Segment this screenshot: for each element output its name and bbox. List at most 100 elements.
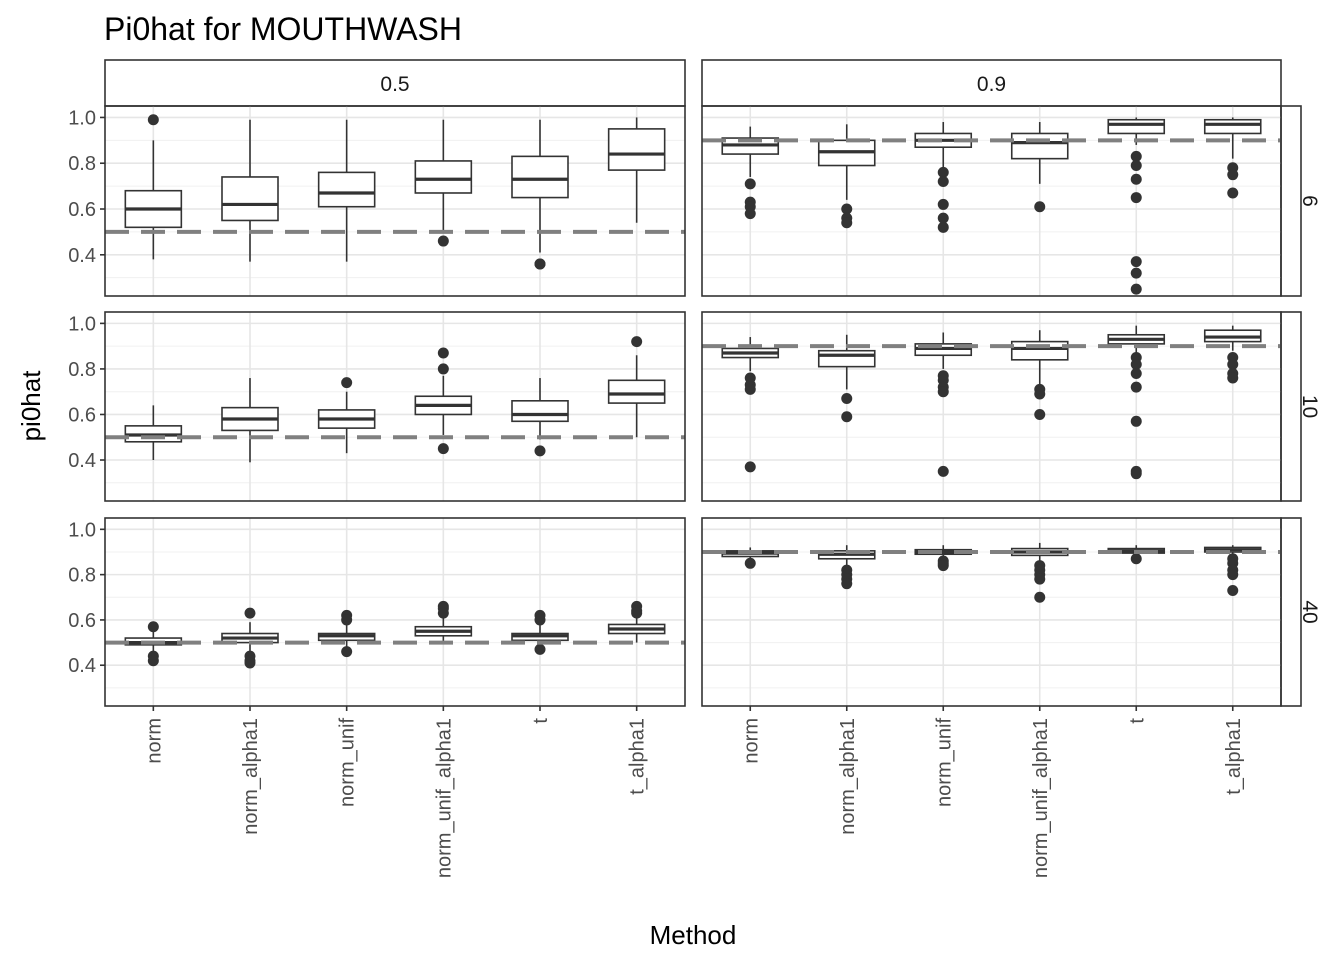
y-tick-label: 0.6: [68, 610, 96, 632]
outlier-point: [1034, 573, 1046, 585]
panel-border: [104, 517, 686, 707]
x-tick-label: norm_alpha1: [240, 718, 262, 835]
box: [1107, 118, 1166, 135]
outlier-point: [841, 393, 853, 405]
facet-row-label: 40: [1298, 600, 1321, 623]
outlier-point: [744, 383, 756, 395]
panel-border: [701, 517, 1282, 707]
x-tick-label: t: [530, 718, 552, 724]
y-tick-label: 0.4: [68, 450, 96, 472]
facet-col-label: 0.5: [380, 73, 409, 96]
outlier-point: [937, 166, 949, 178]
outlier-point: [147, 655, 159, 667]
outlier-point: [1227, 358, 1239, 370]
facet-panel: 0.4 0.6 0.8 1.0: [68, 311, 686, 502]
facet-row-label: 10: [1298, 395, 1321, 418]
outlier-point: [937, 198, 949, 210]
outlier-point: [147, 114, 159, 126]
outlier-point: [244, 657, 256, 669]
outlier-point: [841, 217, 853, 229]
facet-panel: norm norm_alpha1 norm_unif norm_unif_alpha1…: [701, 517, 1282, 878]
x-tick-label: norm_unif: [337, 718, 359, 807]
outlier-point: [1130, 553, 1142, 565]
x-tick-label: t_alpha1: [627, 718, 649, 795]
outlier-point: [1130, 415, 1142, 427]
facet-strip-row: [1280, 517, 1302, 707]
outlier-point: [341, 614, 353, 626]
outlier-point: [1034, 591, 1046, 603]
y-tick-label: 0.8: [68, 359, 96, 381]
x-tick-label: norm_alpha1: [837, 718, 859, 835]
facet-strip-col: [701, 59, 1282, 107]
outlier-point: [1034, 408, 1046, 420]
outlier-point: [1130, 160, 1142, 172]
outlier-point: [744, 461, 756, 473]
x-tick-label: t: [1126, 718, 1148, 724]
outlier-point: [841, 411, 853, 423]
box: [511, 400, 569, 423]
y-axis-label: pi0hat: [16, 370, 46, 442]
outlier-point: [1130, 173, 1142, 185]
outlier-point: [744, 557, 756, 569]
y-tick-label: 0.4: [68, 655, 96, 677]
outlier-point: [341, 646, 353, 658]
box: [1010, 340, 1069, 361]
outlier-point: [437, 363, 449, 375]
box: [607, 379, 666, 404]
facet-col-label: 0.9: [977, 73, 1006, 96]
outlier-point: [937, 560, 949, 572]
x-tick-label: norm_unif_alpha1: [433, 718, 455, 878]
x-tick-label: t_alpha1: [1223, 718, 1245, 795]
outlier-point: [1130, 358, 1142, 370]
outlier-point: [937, 221, 949, 233]
facet-strip-row: [1280, 105, 1302, 297]
box: [414, 160, 473, 194]
outlier-point: [631, 607, 643, 619]
facet-panel: 0.4 0.6 0.8 1.0: [68, 105, 686, 297]
facet-strip-row: [1280, 311, 1302, 502]
outlier-point: [1130, 468, 1142, 480]
y-tick-label: 0.6: [68, 404, 96, 426]
y-tick-label: 0.6: [68, 199, 96, 221]
facet-panel: 0.4 0.6 0.8 1.0 norm norm_alpha1 norm_unif norm…: [68, 517, 686, 878]
x-axis-label: Method: [650, 920, 737, 950]
outlier-point: [631, 336, 643, 348]
outlier-point: [937, 465, 949, 477]
panel-border: [104, 311, 686, 502]
outlier-point: [1227, 569, 1239, 581]
x-tick-label: norm_unif: [933, 718, 955, 807]
outlier-point: [1227, 187, 1239, 199]
box: [1010, 132, 1069, 160]
x-tick-label: norm_unif_alpha1: [1030, 718, 1052, 878]
outlier-point: [244, 607, 256, 619]
chart-title: Pi0hat for MOUTHWASH: [104, 11, 462, 47]
panels-layer: 0.5 0.9610400.40.60.81.00.40.60.81.00.40.…: [68, 59, 1321, 878]
box: [221, 176, 279, 222]
outlier-point: [437, 235, 449, 247]
facet-panel: [701, 105, 1282, 297]
outlier-point: [534, 258, 546, 270]
outlier-point: [937, 386, 949, 398]
outlier-point: [744, 178, 756, 190]
outlier-point: [937, 212, 949, 224]
outlier-point: [534, 614, 546, 626]
outlier-point: [1034, 201, 1046, 213]
panel-border: [701, 105, 1282, 297]
outlier-point: [1130, 267, 1142, 279]
outlier-point: [1130, 283, 1142, 295]
outlier-point: [937, 176, 949, 188]
box: [607, 128, 666, 171]
outlier-point: [1227, 372, 1239, 384]
x-tick-label: norm: [143, 718, 165, 764]
facet-row-label: 6: [1298, 195, 1321, 207]
box: [817, 349, 876, 368]
y-tick-label: 1.0: [68, 519, 96, 541]
outlier-point: [1130, 150, 1142, 162]
y-tick-label: 0.8: [68, 153, 96, 175]
outlier-point: [744, 208, 756, 220]
box: [317, 171, 376, 208]
outlier-point: [437, 443, 449, 455]
outlier-point: [437, 347, 449, 359]
